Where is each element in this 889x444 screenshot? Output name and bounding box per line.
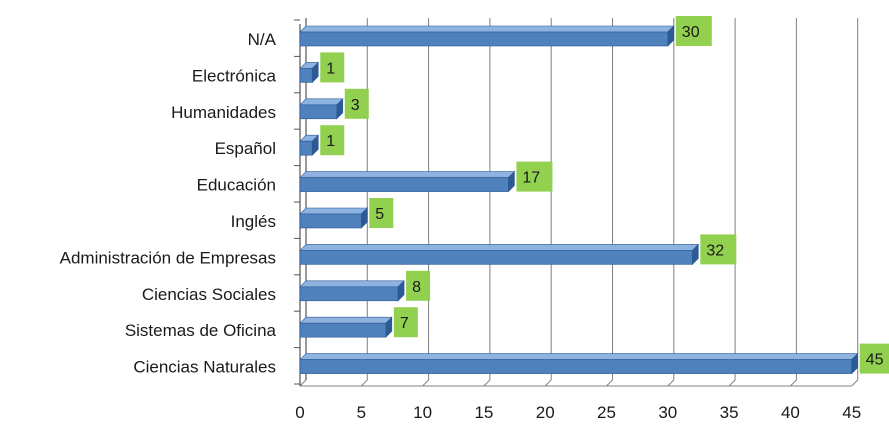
bar-10	[299, 359, 853, 374]
bar-top-face	[299, 25, 675, 33]
bar-side-face	[336, 98, 344, 120]
bar-side-face	[667, 25, 675, 47]
data-label-box	[859, 343, 889, 374]
floor-tick-30	[667, 379, 675, 387]
data-label-box	[320, 125, 345, 156]
bar-top-face	[299, 171, 516, 178]
category-label: Español	[215, 139, 276, 158]
x-tick-label-0: 0	[295, 403, 304, 422]
floor-tick-45	[851, 379, 859, 387]
x-tick-label-5: 5	[357, 403, 366, 422]
floor-tick-35	[728, 379, 736, 387]
floor-tick-5	[360, 379, 368, 387]
data-label-box	[393, 307, 418, 338]
category-label: Educación	[197, 176, 276, 195]
bar-top-face	[299, 98, 344, 106]
floor-tick-20	[544, 379, 552, 387]
data-label: 7	[400, 315, 409, 332]
bar-2	[299, 68, 313, 83]
data-label-box	[320, 52, 345, 83]
data-label: 1	[326, 60, 335, 77]
bar-top-face	[299, 316, 393, 324]
data-label: 17	[522, 170, 540, 187]
floor-tick-40	[790, 379, 797, 387]
x-tick-labels: 0 5 10 15 20 25 30 35 40 45	[295, 403, 861, 422]
category-label: Ciencias Naturales	[133, 358, 276, 377]
data-label: 32	[706, 242, 724, 259]
bar-top-face	[299, 353, 859, 360]
data-label: 3	[351, 97, 360, 114]
bar-6	[299, 213, 362, 229]
bar-9	[299, 322, 387, 338]
bar-7	[299, 250, 693, 265]
bar-4	[299, 140, 313, 156]
bar-side-face	[508, 170, 515, 193]
x-tick-label-45: 45	[842, 403, 861, 422]
bar-side-face	[851, 352, 859, 375]
x-tick-label-40: 40	[781, 403, 800, 422]
x-tick-label-10: 10	[413, 403, 432, 422]
data-label: 8	[412, 279, 421, 296]
bar-top-face	[299, 207, 369, 215]
data-label: 30	[682, 24, 700, 41]
bar-top-face	[299, 244, 700, 251]
x-tick-label-15: 15	[474, 403, 493, 422]
bar-side-face	[692, 243, 699, 266]
floor-tick-25	[606, 379, 613, 387]
data-label-box	[344, 88, 369, 119]
category-label: Electrónica	[192, 66, 277, 85]
x-tick-label-30: 30	[658, 403, 677, 422]
category-labels: N/A Electrónica Humanidades Español Educació…	[60, 30, 277, 377]
bar-side-face	[360, 207, 368, 229]
data-label: 1	[326, 133, 335, 150]
category-label: Humanidades	[171, 103, 276, 122]
category-label: Sistemas de Oficina	[125, 321, 277, 340]
bar-top-face	[299, 280, 405, 288]
data-label-box	[369, 198, 394, 228]
data-label-box	[700, 234, 737, 265]
x-tick-label-35: 35	[720, 403, 739, 422]
floor-tick-0	[299, 379, 307, 387]
floor-tick-15	[483, 379, 491, 387]
bars	[299, 25, 859, 375]
bar-8	[299, 286, 399, 302]
data-labels: 30 1 3 1 17 5 32 8 7 45	[320, 16, 889, 374]
category-label: Ciencias Sociales	[142, 285, 276, 304]
grid-lines	[299, 18, 859, 387]
bar-1	[299, 31, 669, 47]
x-tick-label-20: 20	[536, 403, 555, 422]
floor-tick-10	[422, 379, 429, 387]
data-label-box	[675, 16, 712, 46]
category-label: Administración de Empresas	[60, 248, 276, 267]
data-label: 45	[866, 352, 884, 369]
bar-side-face	[311, 134, 319, 156]
category-label: Inglés	[231, 212, 276, 231]
bar-side-face	[397, 280, 405, 302]
data-label-box	[406, 270, 431, 301]
bar-3	[299, 104, 338, 120]
x-tick-label-25: 25	[597, 403, 616, 422]
data-label-box	[516, 161, 553, 192]
category-label: N/A	[248, 30, 277, 49]
bar-side-face	[311, 61, 319, 84]
bar-5	[299, 177, 509, 192]
data-label: 5	[375, 206, 384, 223]
bar-side-face	[385, 316, 393, 338]
